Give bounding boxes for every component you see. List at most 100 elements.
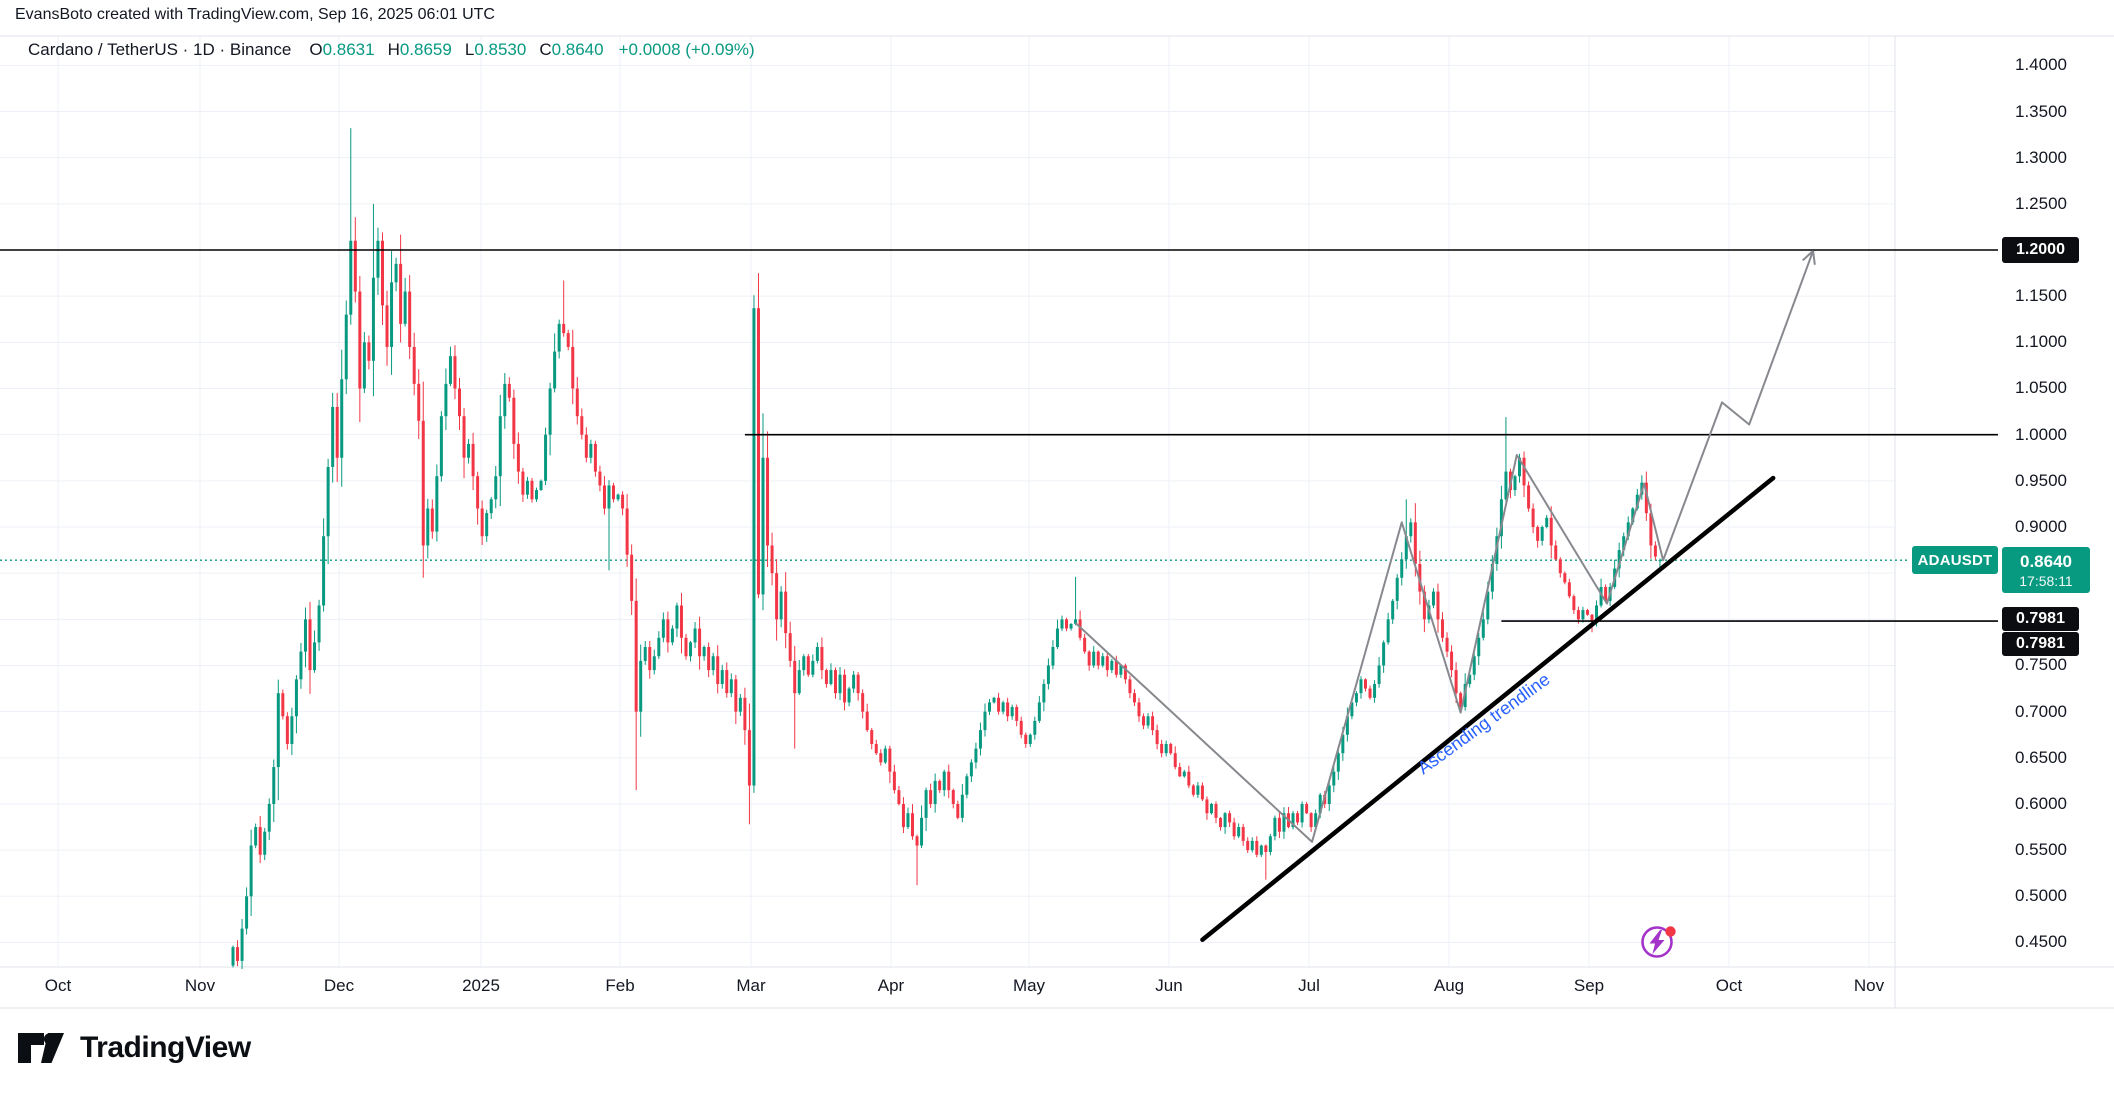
candle-body [1314,813,1318,828]
candle-body [1191,785,1195,795]
candle-body [1209,803,1213,814]
candle-body [1386,619,1390,643]
candle-body [938,780,942,791]
candle-body [797,670,801,694]
candle-body [254,827,258,846]
candle-body [1486,591,1490,620]
candle-body [761,457,765,595]
candle-body [553,351,557,389]
candle-body [417,383,421,421]
candle-body [503,383,507,417]
candle-body [815,647,819,661]
candle-body [1649,513,1653,546]
candle-body [1219,817,1223,828]
time-axis-label: Nov [184,976,216,995]
lightning-idea-icon[interactable] [1639,923,1679,963]
candle-body [1499,499,1503,537]
price-tick-label: 0.6000 [2015,793,2067,813]
candle-body [820,647,824,671]
ohlc-low: L0.8530 [464,40,527,59]
candle-body [530,480,534,500]
candle-body [489,499,493,514]
candle-body [498,416,502,477]
candle-body [861,693,865,712]
candle-body [340,379,344,458]
candle-body [965,776,969,795]
bar-countdown: 17:58:11 [2019,572,2073,589]
tradingview-logo[interactable]: TradingView [18,1031,251,1065]
candle-body [535,490,539,500]
candle-body [276,693,280,768]
candle-body [1590,614,1594,622]
candle-body [811,660,815,675]
tradingview-logo-text: TradingView [80,1031,251,1064]
candle-body [371,277,375,361]
projection-arrowhead [1812,250,1816,265]
candle-body [245,896,249,929]
candle-body [1228,813,1232,823]
candle-body [1531,508,1535,527]
candle-body [1105,656,1109,671]
candle-body [906,813,910,828]
candle-body [566,333,570,347]
candle-body [1382,642,1386,666]
candle-body [1413,522,1417,564]
tradingview-logo-mark [18,1033,64,1063]
last-price-badge: 0.8640 17:58:11 [2002,547,2090,593]
candle-body [793,660,797,694]
ascending-trendline[interactable] [1200,475,1776,942]
time-axis-label: Jul [1298,976,1320,995]
candle-body [331,406,335,467]
candle-body [494,476,498,500]
candle-body [1001,702,1005,712]
candle-body [1336,753,1340,772]
candle-body [865,711,869,731]
attribution-text: EvansBoto created with TradingView.com, … [15,6,495,23]
candle-body [920,817,924,846]
candle-body [883,748,887,763]
last-price-value: 0.8640 [2020,551,2072,571]
candle-body [1404,536,1408,560]
candle-body [1237,827,1241,837]
candle-body [1622,536,1626,551]
candle-body [1205,799,1209,814]
candle-body [1087,651,1091,666]
candle-body [1024,734,1028,744]
candle-body [1350,702,1354,717]
ohlc-close: C0.8640 [539,40,604,59]
symbol-title[interactable]: Cardano / TetherUS · 1D · Binance [28,40,292,59]
candle-body [1092,651,1096,666]
candle-body [951,790,955,804]
candle-body [544,434,548,481]
time-axis[interactable]: Oct Nov Dec 2025 Feb Mar Apr May Jun Jul Aug Sep Oct… [0,967,1896,1008]
candle-body [589,443,593,458]
candle-body [462,416,466,458]
candle-body [584,434,588,458]
price-tick-label: 0.9500 [2015,470,2067,490]
projection-zigzag[interactable] [1074,250,1815,843]
candle-body [1450,651,1454,671]
candle-body [983,711,987,731]
candle-body [1585,610,1589,615]
candle-body [707,647,711,671]
time-axis-label: 2025 [462,976,500,995]
candle-body [625,508,629,555]
candle-body [548,388,552,435]
candle-body [430,508,434,532]
candle-body [901,803,905,828]
candle-body [1101,656,1105,666]
candle-body [1563,573,1567,583]
candle-body [335,406,339,458]
time-axis-label: Mar [736,976,766,995]
candle-body [249,845,253,897]
time-axis-label: Aug [1433,976,1465,995]
candle-body [399,263,403,324]
candle-body [1114,660,1118,675]
candle-body [516,443,520,472]
candle-body [824,670,828,684]
candle-body [507,383,511,398]
price-axis[interactable]: 1.4000 1.3500 1.3000 1.2500 1.1500 1.1000 1.05… [1896,36,2114,967]
candle-body [322,536,326,606]
